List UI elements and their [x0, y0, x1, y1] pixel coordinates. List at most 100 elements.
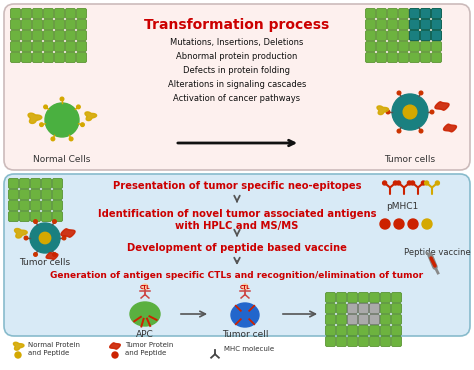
- Text: CTL: CTL: [140, 285, 150, 290]
- FancyBboxPatch shape: [55, 9, 64, 18]
- Text: Identification of novel tumor associated antigens
with HPLC and MS/MS: Identification of novel tumor associated…: [98, 209, 376, 231]
- FancyBboxPatch shape: [358, 326, 368, 336]
- FancyBboxPatch shape: [19, 178, 29, 188]
- FancyBboxPatch shape: [420, 20, 430, 30]
- FancyBboxPatch shape: [53, 189, 63, 199]
- FancyBboxPatch shape: [10, 30, 20, 40]
- FancyBboxPatch shape: [55, 53, 64, 63]
- FancyBboxPatch shape: [347, 314, 357, 324]
- Circle shape: [60, 97, 64, 101]
- Text: Activation of cancer pathways: Activation of cancer pathways: [173, 94, 301, 103]
- FancyBboxPatch shape: [376, 53, 386, 63]
- Circle shape: [34, 253, 37, 256]
- Circle shape: [397, 129, 401, 133]
- Circle shape: [407, 181, 411, 185]
- FancyBboxPatch shape: [370, 326, 380, 336]
- Text: Tumor cells: Tumor cells: [19, 258, 71, 267]
- Circle shape: [45, 103, 79, 137]
- Polygon shape: [377, 106, 389, 115]
- Circle shape: [44, 105, 47, 109]
- FancyBboxPatch shape: [326, 303, 336, 313]
- FancyBboxPatch shape: [410, 20, 419, 30]
- FancyBboxPatch shape: [370, 303, 380, 313]
- Text: Tumor cell: Tumor cell: [222, 330, 268, 339]
- FancyBboxPatch shape: [431, 9, 441, 18]
- FancyBboxPatch shape: [65, 53, 75, 63]
- FancyBboxPatch shape: [65, 20, 75, 30]
- FancyBboxPatch shape: [376, 30, 386, 40]
- Text: APC: APC: [136, 330, 154, 339]
- Text: CTL: CTL: [240, 285, 250, 290]
- Text: Presentation of tumor specific neo-epitopes: Presentation of tumor specific neo-epito…: [113, 181, 361, 191]
- FancyBboxPatch shape: [410, 9, 419, 18]
- Circle shape: [392, 94, 428, 130]
- FancyBboxPatch shape: [388, 9, 398, 18]
- Polygon shape: [15, 229, 27, 238]
- FancyBboxPatch shape: [392, 314, 401, 324]
- FancyBboxPatch shape: [376, 9, 386, 18]
- Circle shape: [419, 91, 423, 95]
- FancyBboxPatch shape: [10, 20, 20, 30]
- Polygon shape: [109, 343, 120, 349]
- Circle shape: [62, 236, 66, 240]
- FancyBboxPatch shape: [376, 41, 386, 51]
- FancyBboxPatch shape: [30, 201, 40, 211]
- FancyBboxPatch shape: [9, 189, 18, 199]
- Circle shape: [24, 236, 28, 240]
- Text: Abnormal protein production: Abnormal protein production: [176, 52, 298, 61]
- Circle shape: [15, 352, 21, 358]
- Circle shape: [383, 181, 387, 185]
- FancyBboxPatch shape: [381, 303, 391, 313]
- FancyBboxPatch shape: [431, 30, 441, 40]
- Circle shape: [39, 232, 51, 244]
- FancyBboxPatch shape: [365, 41, 375, 51]
- FancyBboxPatch shape: [326, 314, 336, 324]
- FancyBboxPatch shape: [33, 53, 43, 63]
- FancyBboxPatch shape: [337, 326, 346, 336]
- FancyBboxPatch shape: [9, 201, 18, 211]
- FancyBboxPatch shape: [76, 53, 86, 63]
- FancyBboxPatch shape: [410, 30, 419, 40]
- Circle shape: [53, 253, 56, 256]
- FancyBboxPatch shape: [399, 41, 409, 51]
- FancyBboxPatch shape: [21, 53, 31, 63]
- FancyBboxPatch shape: [358, 303, 368, 313]
- FancyBboxPatch shape: [358, 336, 368, 346]
- FancyBboxPatch shape: [381, 293, 391, 303]
- FancyBboxPatch shape: [337, 293, 346, 303]
- FancyBboxPatch shape: [65, 30, 75, 40]
- Circle shape: [77, 105, 80, 109]
- FancyBboxPatch shape: [42, 189, 52, 199]
- FancyBboxPatch shape: [21, 9, 31, 18]
- FancyBboxPatch shape: [370, 314, 380, 324]
- Circle shape: [408, 219, 418, 229]
- FancyBboxPatch shape: [337, 336, 346, 346]
- FancyBboxPatch shape: [65, 9, 75, 18]
- FancyBboxPatch shape: [76, 30, 86, 40]
- FancyBboxPatch shape: [392, 303, 401, 313]
- FancyBboxPatch shape: [388, 53, 398, 63]
- FancyBboxPatch shape: [347, 326, 357, 336]
- Circle shape: [421, 181, 425, 185]
- FancyBboxPatch shape: [21, 30, 31, 40]
- Text: Normal Protein
and Peptide: Normal Protein and Peptide: [28, 342, 80, 356]
- Circle shape: [425, 181, 428, 185]
- FancyBboxPatch shape: [399, 9, 409, 18]
- Circle shape: [51, 137, 55, 141]
- Circle shape: [34, 220, 37, 223]
- FancyBboxPatch shape: [53, 212, 63, 222]
- FancyBboxPatch shape: [76, 20, 86, 30]
- Text: Tumor cells: Tumor cells: [384, 155, 436, 164]
- FancyBboxPatch shape: [381, 314, 391, 324]
- FancyBboxPatch shape: [420, 20, 430, 30]
- Text: Generation of antigen specific CTLs and recognition/elimination of tumor: Generation of antigen specific CTLs and …: [50, 271, 424, 280]
- FancyBboxPatch shape: [33, 30, 43, 40]
- FancyBboxPatch shape: [55, 20, 64, 30]
- Text: Mutations, Insertions, Deletions: Mutations, Insertions, Deletions: [170, 38, 304, 47]
- Polygon shape: [61, 229, 75, 237]
- Circle shape: [242, 284, 248, 290]
- FancyBboxPatch shape: [33, 20, 43, 30]
- FancyBboxPatch shape: [410, 20, 419, 30]
- FancyBboxPatch shape: [431, 20, 441, 30]
- Circle shape: [422, 219, 432, 229]
